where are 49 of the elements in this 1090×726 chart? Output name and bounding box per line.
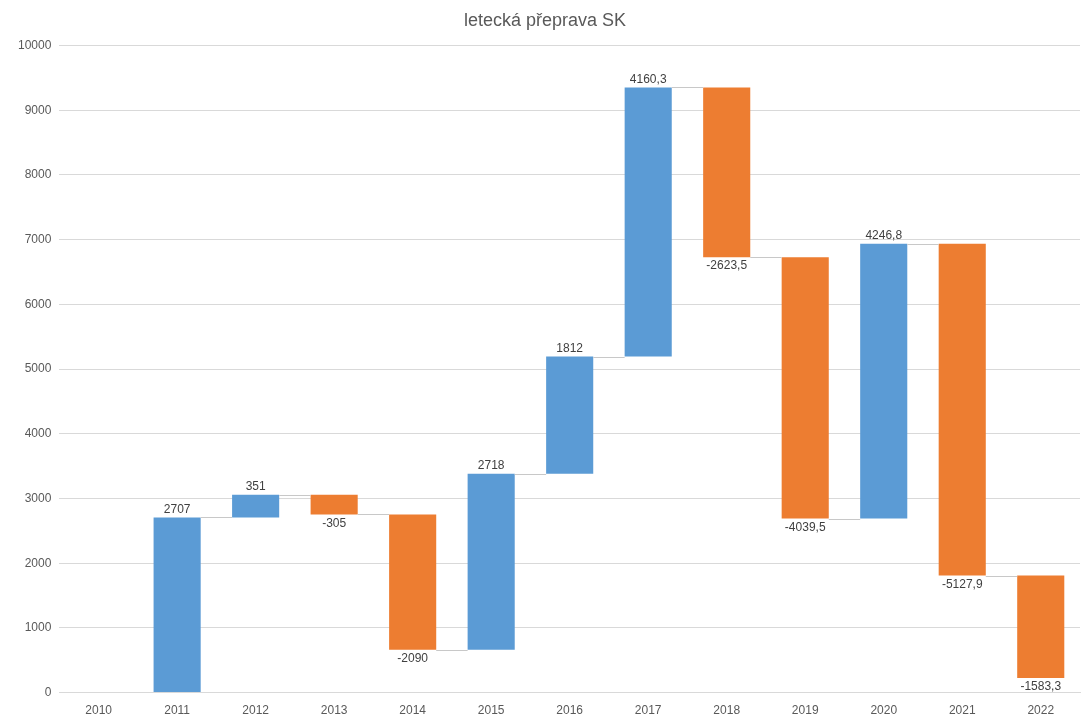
x-tick-label: 2014 (399, 703, 427, 718)
chart-title: letecká přeprava SK (463, 9, 627, 30)
bar (467, 473, 515, 650)
y-tick-label: 7000 (24, 232, 52, 247)
x-tick-label: 2015 (477, 703, 505, 718)
x-tick-label: 2012 (242, 703, 270, 718)
y-tick-label: 2000 (24, 555, 52, 570)
bar (703, 87, 751, 258)
data-label: 1812 (556, 340, 584, 355)
data-label: -4039,5 (784, 519, 826, 534)
y-tick-label: 0 (44, 684, 52, 699)
data-label: 4160,3 (629, 71, 667, 86)
x-tick-label: 2020 (870, 703, 898, 718)
y-tick-label: 10000 (17, 37, 52, 52)
x-tick-label: 2013 (320, 703, 348, 718)
x-tick-label: 2022 (1027, 703, 1055, 718)
y-tick-label: 6000 (24, 296, 52, 311)
data-label: 2718 (477, 458, 505, 473)
y-tick-label: 4000 (24, 426, 52, 441)
data-label: -2090 (397, 651, 429, 666)
bar (232, 494, 280, 518)
x-tick-label: 2018 (713, 703, 741, 718)
y-tick-label: 8000 (24, 167, 52, 182)
bar (781, 257, 829, 519)
bar (860, 243, 908, 519)
y-tick-label: 9000 (24, 102, 52, 117)
bar (624, 87, 672, 357)
x-tick-label: 2010 (85, 703, 113, 718)
x-tick-label: 2011 (164, 703, 191, 718)
bar (1017, 575, 1065, 678)
data-label: 2707 (163, 501, 191, 516)
x-tick-label: 2016 (556, 703, 584, 718)
y-tick-label: 5000 (24, 361, 52, 376)
bar (310, 494, 358, 515)
data-label: -305 (322, 515, 347, 530)
data-label: 351 (245, 479, 266, 494)
bar (153, 517, 201, 693)
data-label: -1583,3 (1020, 679, 1062, 694)
x-tick-label: 2017 (634, 703, 662, 718)
bar (938, 243, 986, 576)
data-label: -5127,9 (941, 576, 983, 591)
y-tick-label: 1000 (24, 620, 52, 635)
x-tick-label: 2019 (791, 703, 819, 718)
y-tick-label: 3000 (24, 490, 52, 505)
data-label: -2623,5 (706, 258, 748, 273)
bar (546, 356, 594, 474)
data-label: 4246,8 (865, 228, 903, 243)
x-tick-label: 2021 (948, 703, 976, 718)
bar (389, 514, 437, 650)
